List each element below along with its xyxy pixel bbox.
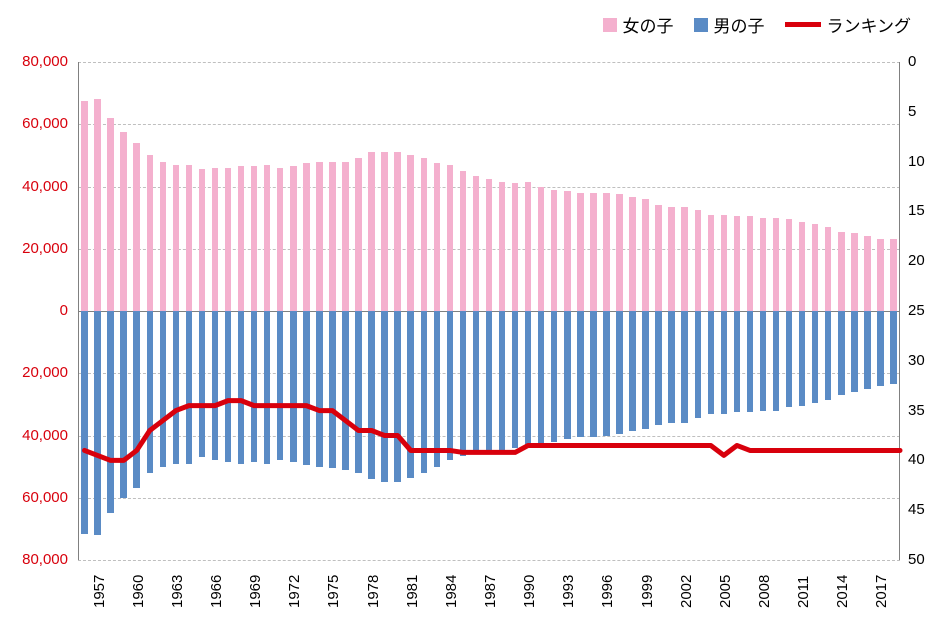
y1-tick-label: 20,000: [0, 364, 68, 381]
x-tick-label: 1972: [286, 575, 303, 608]
y1-tick-label: 0: [0, 302, 68, 319]
x-tick-label: 1975: [325, 575, 342, 608]
y2-tick-label: 35: [908, 402, 925, 419]
x-tick-label: 1960: [130, 575, 147, 608]
x-tick-label: 1963: [169, 575, 186, 608]
x-tick-label: 1993: [560, 575, 577, 608]
legend: 女の子 男の子 ランキング: [0, 12, 911, 37]
legend-label-ranking: ランキング: [827, 12, 912, 37]
x-tick-label: 2008: [756, 575, 773, 608]
legend-label-boys: 男の子: [714, 12, 765, 37]
y2-tick-label: 25: [908, 302, 925, 319]
y1-tick-label: 80,000: [0, 551, 68, 568]
y1-tick-label: 40,000: [0, 178, 68, 195]
y1-tick-label: 60,000: [0, 489, 68, 506]
ranking-line: [78, 62, 900, 560]
y2-tick-label: 20: [908, 252, 925, 269]
y2-tick-label: 0: [908, 53, 916, 70]
x-tick-label: 1969: [247, 575, 264, 608]
legend-item-ranking: ランキング: [785, 12, 912, 37]
y1-tick-label: 20,000: [0, 240, 68, 257]
legend-line-ranking: [785, 22, 821, 27]
x-tick-label: 1981: [404, 575, 421, 608]
x-tick-label: 1966: [208, 575, 225, 608]
x-tick-label: 1984: [443, 575, 460, 608]
x-tick-label: 2002: [678, 575, 695, 608]
y1-tick-label: 80,000: [0, 53, 68, 70]
x-tick-label: 1999: [639, 575, 656, 608]
y1-tick-label: 60,000: [0, 115, 68, 132]
gridline: [78, 560, 900, 561]
y2-tick-label: 15: [908, 202, 925, 219]
x-tick-label: 1996: [599, 575, 616, 608]
y2-tick-label: 45: [908, 501, 925, 518]
plot-area: [78, 62, 900, 560]
chart-container: 女の子 男の子 ランキング 80,000 60,000 40,000 20,000 0 2…: [0, 0, 941, 632]
y2-tick-label: 40: [908, 451, 925, 468]
x-tick-label: 1978: [365, 575, 382, 608]
y2-tick-label: 5: [908, 103, 916, 120]
x-tick-label: 2011: [795, 576, 812, 608]
x-tick-label: 2017: [873, 575, 890, 608]
x-tick-label: 2014: [834, 575, 851, 608]
legend-swatch-boys: [694, 18, 708, 32]
x-tick-label: 1990: [521, 575, 538, 608]
legend-label-girls: 女の子: [623, 12, 674, 37]
legend-item-girls: 女の子: [603, 12, 674, 37]
x-tick-label: 1957: [91, 575, 108, 608]
y2-tick-label: 10: [908, 153, 925, 170]
legend-swatch-girls: [603, 18, 617, 32]
y2-tick-label: 50: [908, 551, 925, 568]
x-tick-label: 2005: [717, 575, 734, 608]
x-tick-label: 1987: [482, 575, 499, 608]
y2-tick-label: 30: [908, 352, 925, 369]
legend-item-boys: 男の子: [694, 12, 765, 37]
y1-tick-label: 40,000: [0, 427, 68, 444]
